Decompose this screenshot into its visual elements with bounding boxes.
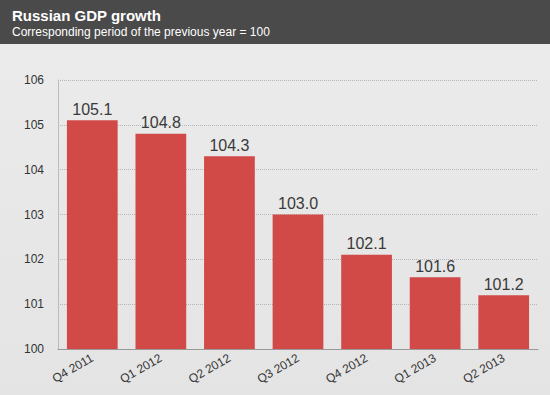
svg-text:104: 104 (24, 163, 44, 177)
svg-text:Q1 2013: Q1 2013 (392, 351, 439, 386)
svg-text:105: 105 (24, 118, 44, 132)
svg-text:Q1 2012: Q1 2012 (118, 351, 165, 386)
svg-text:106: 106 (24, 73, 44, 87)
svg-text:103: 103 (24, 208, 44, 222)
svg-text:Q4 2012: Q4 2012 (323, 351, 370, 386)
svg-text:102.1: 102.1 (347, 235, 387, 252)
svg-text:101: 101 (24, 297, 44, 311)
svg-text:103.0: 103.0 (278, 195, 318, 212)
svg-text:102: 102 (24, 252, 44, 266)
svg-text:Corresponding period of the pr: Corresponding period of the previous yea… (12, 25, 270, 39)
svg-text:Q3 2012: Q3 2012 (255, 351, 302, 386)
svg-text:Q4 2011: Q4 2011 (50, 351, 96, 386)
svg-text:104.3: 104.3 (209, 137, 249, 154)
svg-text:Q2 2012: Q2 2012 (186, 351, 233, 386)
svg-text:101.2: 101.2 (484, 276, 524, 293)
svg-text:Q2 2013: Q2 2013 (460, 351, 507, 386)
svg-text:105.1: 105.1 (72, 101, 112, 118)
svg-text:100: 100 (24, 342, 44, 356)
svg-text:Russian GDP growth: Russian GDP growth (12, 7, 161, 24)
svg-text:104.8: 104.8 (141, 114, 181, 131)
svg-text:101.6: 101.6 (415, 258, 455, 275)
